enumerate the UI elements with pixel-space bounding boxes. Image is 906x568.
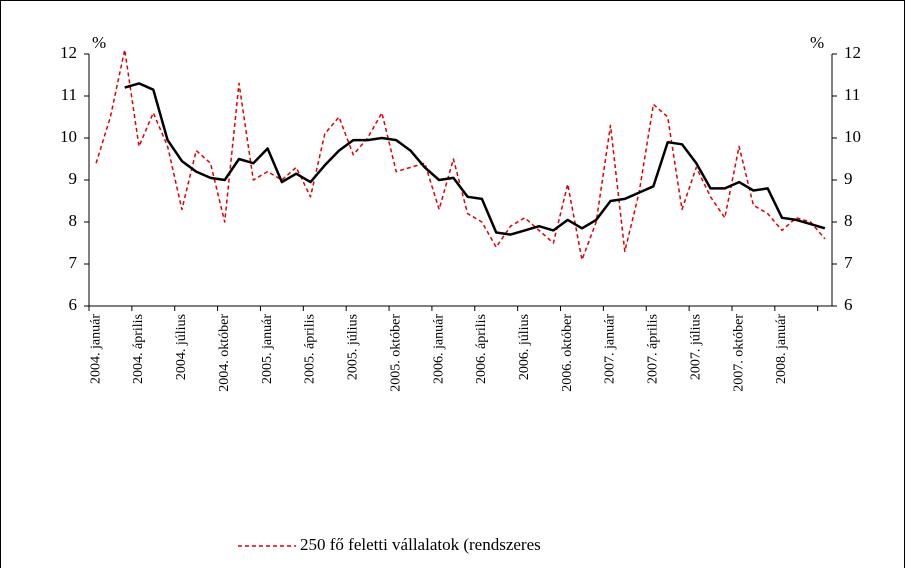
- x-tick-label: 2006. október: [560, 314, 575, 392]
- x-tick-label: 2005. október: [388, 314, 403, 392]
- x-tick-label: 2006. január: [431, 314, 446, 384]
- y-unit: %: [92, 33, 106, 52]
- y2-unit: %: [810, 33, 824, 52]
- x-tick-label: 2007. július: [688, 314, 703, 380]
- y-tick-label: 6: [69, 295, 78, 314]
- x-tick-label: 2005. július: [346, 314, 361, 380]
- x-tick-label: 2006. július: [517, 314, 532, 380]
- y-tick-label: 12: [60, 43, 77, 62]
- y-tick-label: 10: [60, 127, 77, 146]
- y-tick-label: 9: [69, 169, 78, 188]
- x-tick-label: 2006. április: [474, 314, 489, 384]
- y2-tick-label: 11: [844, 85, 860, 104]
- y2-tick-label: 7: [844, 253, 853, 272]
- y2-tick-label: 10: [844, 127, 861, 146]
- legend-label: 250 fő feletti vállalatok (rendszeres: [300, 535, 541, 554]
- y2-tick-label: 12: [844, 43, 861, 62]
- x-tick-label: 2008. január: [774, 314, 789, 384]
- x-tick-label: 2004. április: [131, 314, 146, 384]
- line-series: [124, 82, 826, 236]
- x-tick-label: 2007. január: [603, 314, 618, 384]
- x-tick-label: 2007. október: [731, 314, 746, 392]
- x-tick-label: 2004. január: [88, 314, 103, 384]
- y-tick-label: 11: [61, 85, 77, 104]
- x-tick-label: 2005. január: [260, 314, 275, 384]
- x-tick-label: 2004. október: [217, 314, 232, 392]
- line-series: [95, 49, 826, 261]
- x-tick-label: 2007. április: [646, 314, 661, 384]
- x-tick-label: 2004. július: [174, 314, 189, 380]
- y2-tick-label: 8: [844, 211, 853, 230]
- y-tick-label: 7: [69, 253, 78, 272]
- x-tick-label: 2005. április: [303, 314, 318, 384]
- y2-tick-label: 9: [844, 169, 853, 188]
- y2-tick-label: 6: [844, 295, 853, 314]
- y-tick-label: 8: [69, 211, 78, 230]
